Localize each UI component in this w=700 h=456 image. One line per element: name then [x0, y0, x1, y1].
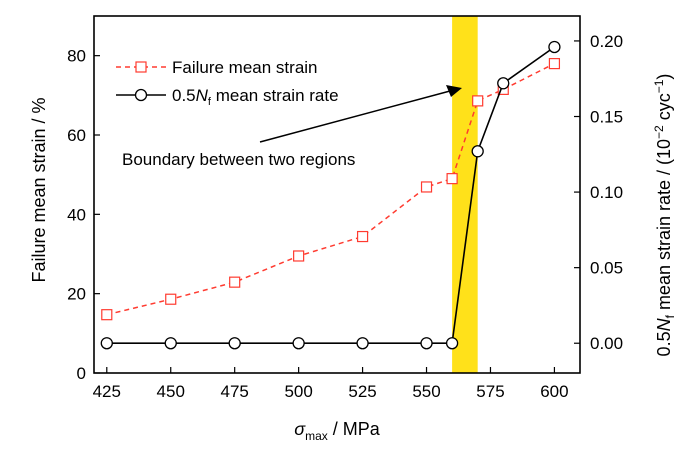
legend-label-failure-strain: Failure mean strain [172, 58, 318, 77]
x-tick-label: 600 [540, 382, 568, 401]
point-strain-rate [548, 40, 561, 54]
series-layer [100, 40, 561, 350]
point-failure-strain [293, 250, 305, 262]
y-right-tick-label: 0.20 [590, 32, 623, 51]
point-failure-strain [356, 230, 369, 243]
annotation-text: Boundary between two regions [122, 150, 355, 169]
point-failure-strain [548, 57, 561, 70]
y-left-tick-label: 0 [77, 364, 86, 383]
point-failure-strain [229, 276, 241, 288]
ticks-layer: 425 450 475 500 525 550 575 600 0 20 40 60 80 0.00 0.0… [67, 32, 623, 401]
legend-marker-failure-strain [135, 61, 147, 73]
point-strain-rate [292, 337, 305, 350]
x-axis-label: σmax / MPa [294, 419, 381, 443]
series-line-failure-strain [106, 62, 555, 316]
y-axis-left-label: Failure mean strain / % [29, 97, 49, 282]
x-tick-label: 525 [348, 382, 376, 401]
point-failure-strain [420, 181, 433, 193]
y-right-tick-label: 0.10 [590, 183, 623, 202]
legend-label-strain-rate: 0.5Nf mean strain rate [172, 86, 339, 108]
x-tick-label: 550 [412, 382, 440, 401]
point-strain-rate [356, 337, 369, 350]
annotation-arrowhead [446, 85, 462, 97]
plot-frame [93, 15, 581, 374]
y-left-tick-label: 60 [67, 126, 86, 145]
legend-marker-strain-rate [134, 88, 148, 102]
point-strain-rate [497, 77, 510, 90]
point-failure-strain [101, 309, 113, 321]
point-failure-strain [165, 293, 177, 305]
series-line-strain-rate [106, 46, 555, 345]
y-right-tick-label: 0.05 [590, 259, 623, 278]
point-strain-rate [164, 337, 177, 350]
y-left-tick-label: 20 [67, 285, 86, 304]
y-right-tick-label: 0.15 [590, 108, 623, 127]
x-tick-label: 475 [220, 382, 248, 401]
point-failure-strain [472, 95, 484, 107]
point-strain-rate [228, 337, 241, 350]
point-strain-rate [100, 337, 113, 350]
x-tick-label: 500 [284, 382, 312, 401]
y-left-tick-label: 80 [67, 47, 86, 66]
y-axis-right-label: 0.5Nf mean strain rate / (10−2 cyc−1) [652, 74, 677, 357]
point-strain-rate [420, 337, 433, 350]
x-tick-label: 450 [157, 382, 185, 401]
y-right-tick-label: 0.00 [590, 334, 623, 353]
point-strain-rate [471, 145, 484, 158]
x-tick-label: 575 [476, 382, 504, 401]
point-strain-rate [445, 337, 459, 350]
point-failure-strain [446, 173, 458, 185]
x-tick-label: 425 [93, 382, 121, 401]
legend: Failure mean strain 0.5Nf mean strain ra… [116, 58, 339, 108]
annotation-arrow [259, 90, 451, 143]
y-left-tick-label: 40 [67, 205, 86, 224]
